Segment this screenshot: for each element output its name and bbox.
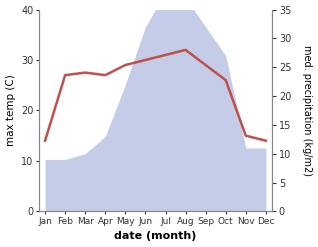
Y-axis label: med. precipitation (kg/m2): med. precipitation (kg/m2): [302, 45, 313, 176]
X-axis label: date (month): date (month): [114, 231, 197, 242]
Y-axis label: max temp (C): max temp (C): [5, 75, 16, 146]
